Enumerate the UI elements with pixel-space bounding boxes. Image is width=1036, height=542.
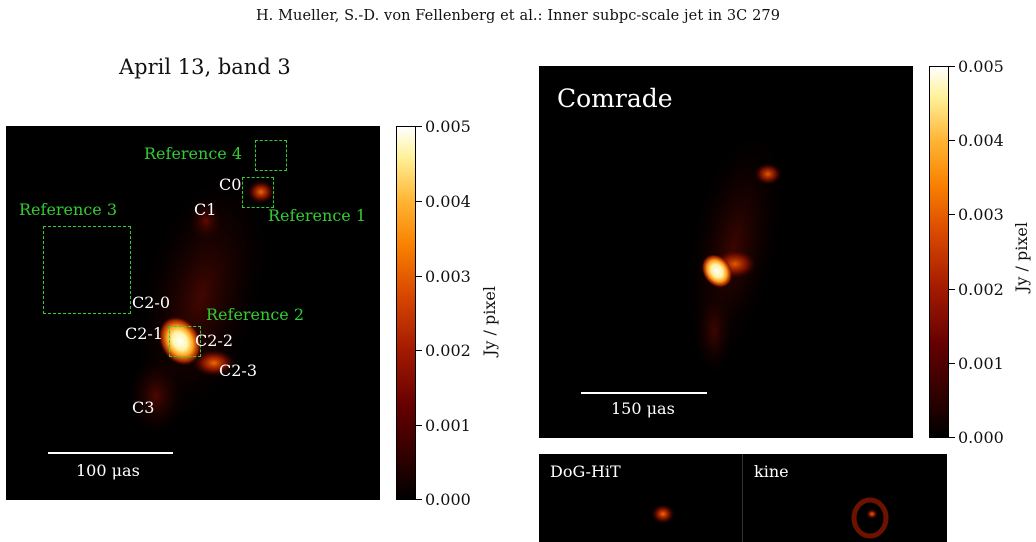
right-colorbar-tick (949, 289, 955, 290)
left-colorbar-tick (416, 276, 422, 277)
right-colorbar-tick-label: 0.005 (958, 57, 1004, 76)
left-colorbar-tick-label: 0.000 (425, 490, 471, 509)
right-colorbar-tick-label: 0.003 (958, 205, 1004, 224)
left-jet-image (128, 169, 275, 436)
page-header: H. Mueller, S.-D. von Fellenberg et al.:… (255, 8, 781, 24)
left-colorbar-axis-label: Jy / pixel (480, 286, 499, 356)
reference-4-box (255, 140, 287, 171)
right-scalebar (581, 392, 707, 394)
reference-3-box (43, 226, 131, 314)
bottom-panel-title-kine: kine (754, 462, 789, 481)
right-colorbar-tick (949, 66, 955, 67)
reference-4-label: Reference 4 (144, 144, 243, 163)
reference-3-label: Reference 3 (19, 200, 118, 219)
reference-2-label: Reference 2 (206, 305, 305, 324)
left-colorbar-tick (416, 425, 422, 426)
left-colorbar-tick-label: 0.003 (425, 267, 471, 286)
left-scalebar-label: 100 μas (76, 461, 140, 480)
right-colorbar-tick (949, 214, 955, 215)
left-colorbar-tick (416, 350, 422, 351)
component-label-c2-0: C2-0 (132, 293, 171, 312)
component-label-c2-2: C2-2 (195, 331, 234, 350)
right-colorbar-tick (949, 363, 955, 364)
bottom-jet-images (651, 497, 889, 539)
right-colorbar-tick-label: 0.002 (958, 280, 1004, 299)
component-label-c2-1: C2-1 (125, 324, 164, 343)
right-image-panel: Comrade 150 μas (539, 66, 913, 438)
component-label-c2-3: C2-3 (219, 361, 258, 380)
right-colorbar-axis-label: Jy / pixel (1012, 222, 1031, 292)
bottom-panel-divider (742, 454, 743, 542)
reference-1-box (242, 177, 274, 208)
right-panel-title: Comrade (557, 84, 673, 113)
reference-2-box (169, 326, 201, 357)
left-colorbar-tick (416, 126, 422, 127)
right-colorbar-tick (949, 140, 955, 141)
bottom-image-strip: DoG-HiT kine (539, 454, 947, 542)
right-colorbar (929, 66, 949, 438)
right-jet-image (683, 128, 785, 376)
left-colorbar-tick-label: 0.004 (425, 192, 471, 211)
left-colorbar (396, 126, 416, 500)
right-colorbar-tick (949, 437, 955, 438)
right-colorbar-tick-label: 0.000 (958, 428, 1004, 447)
component-label-c3: C3 (132, 398, 155, 417)
component-label-c0: C0 (219, 175, 242, 194)
right-scalebar-label: 150 μas (611, 399, 675, 418)
left-colorbar-tick-label: 0.005 (425, 117, 471, 136)
left-colorbar-tick (416, 201, 422, 202)
bottom-panel-title-doghit: DoG-HiT (550, 462, 621, 481)
component-label-c1: C1 (194, 200, 217, 219)
reference-1-label: Reference 1 (268, 206, 367, 225)
left-image-panel: Reference 4 Reference 3 Reference 1 Refe… (6, 126, 380, 500)
left-panel-title: April 13, band 3 (119, 55, 291, 79)
left-colorbar-tick-label: 0.001 (425, 416, 471, 435)
left-colorbar-tick (416, 499, 422, 500)
right-colorbar-tick-label: 0.001 (958, 354, 1004, 373)
left-scalebar (48, 452, 173, 454)
right-colorbar-tick-label: 0.004 (958, 131, 1004, 150)
left-colorbar-tick-label: 0.002 (425, 341, 471, 360)
